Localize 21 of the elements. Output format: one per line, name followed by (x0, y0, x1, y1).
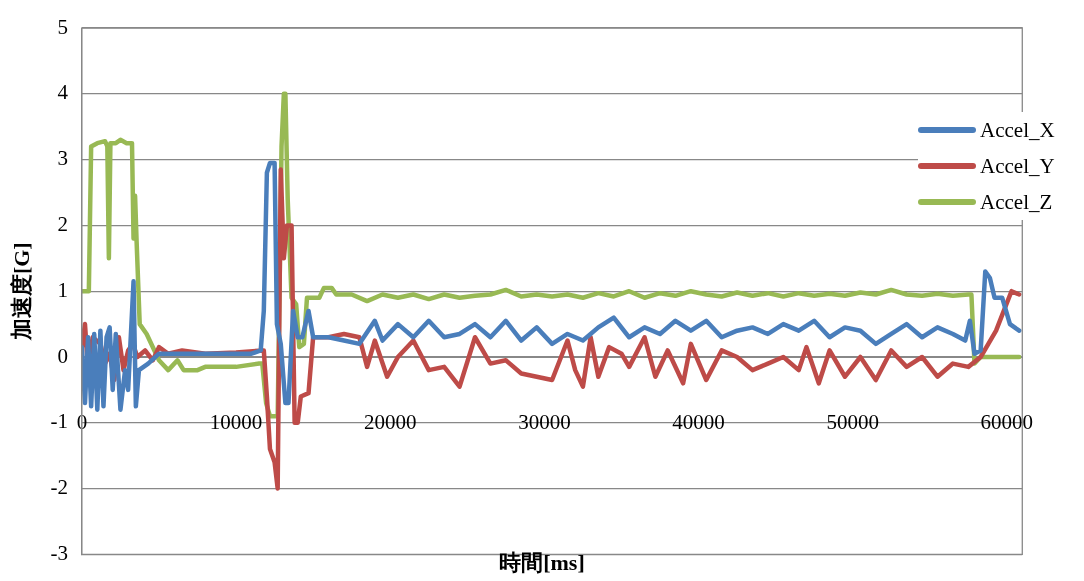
y-tick-label: 5 (57, 14, 68, 39)
y-tick-label: 0 (57, 343, 68, 368)
x-axis-title: 時間[ms] (499, 550, 585, 575)
legend-label: Accel_Y (980, 153, 1055, 179)
x-tick-label: 30000 (518, 410, 571, 435)
x-tick-label: 60000 (980, 410, 1034, 435)
y-tick-label: 2 (57, 211, 68, 236)
legend-label: Accel_Z (980, 189, 1053, 215)
y-tick-label: -3 (50, 540, 68, 565)
legend-label: Accel_X (980, 117, 1055, 143)
y-tick-label: 4 (57, 80, 69, 105)
x-tick-label: 50000 (826, 410, 879, 435)
y-tick-label: 3 (57, 146, 68, 171)
x-tick-label: 40000 (672, 410, 725, 435)
y-tick-label: -1 (50, 409, 68, 434)
x-tick-label: 0 (76, 410, 88, 435)
x-tick-label: 20000 (363, 410, 417, 435)
x-tick-label: 10000 (209, 410, 263, 435)
y-tick-label: -2 (50, 475, 68, 500)
y-axis-title: 加速度[G] (8, 242, 34, 342)
y-tick-label: 1 (57, 277, 68, 302)
